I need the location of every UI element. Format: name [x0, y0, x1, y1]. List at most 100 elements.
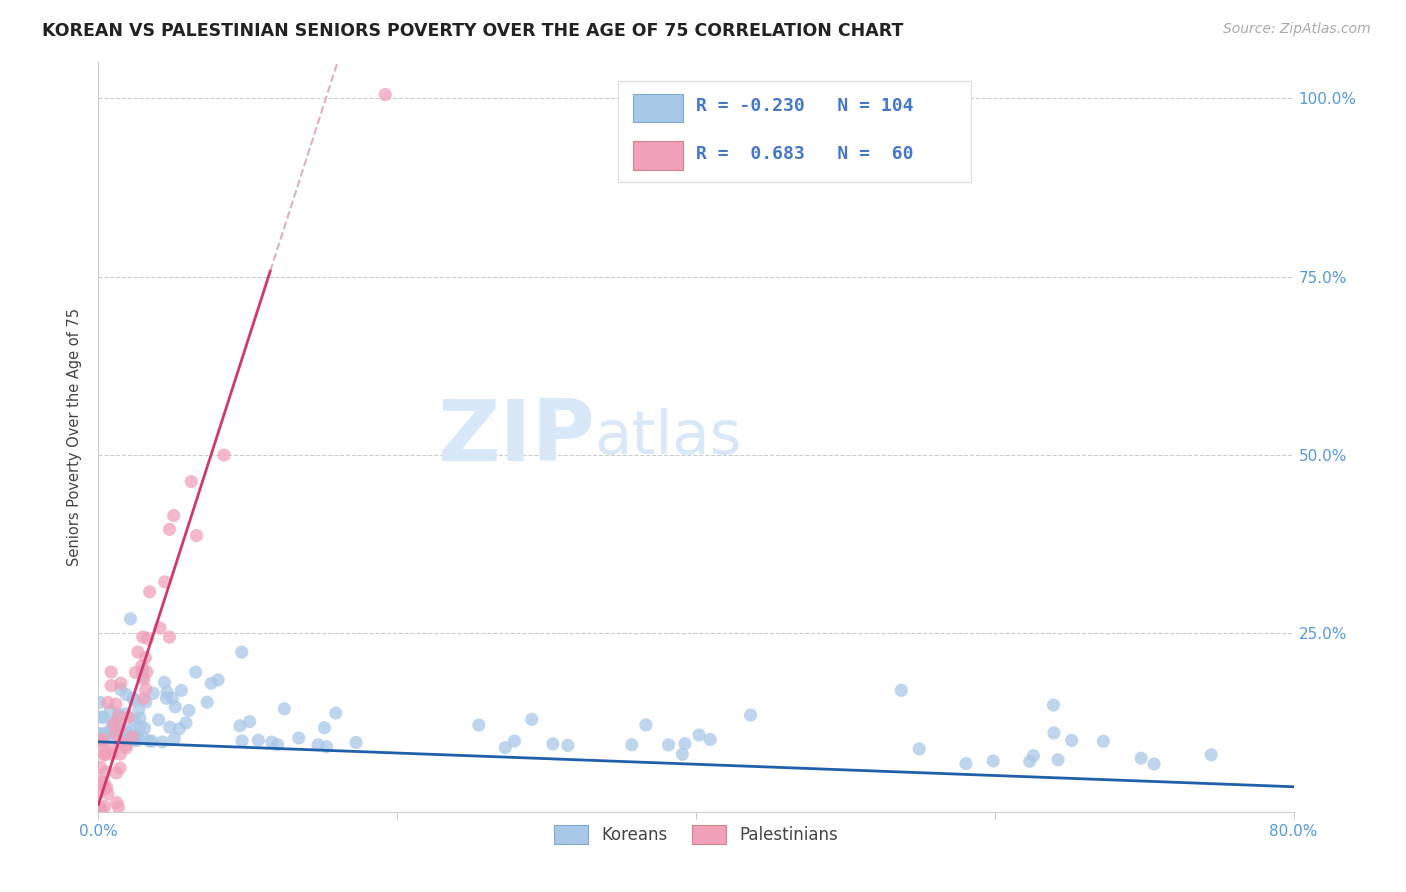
Point — [142, 686, 165, 700]
Point — [125, 729, 148, 743]
Point — [673, 737, 696, 751]
Point — [688, 728, 710, 742]
Point — [97, 787, 120, 801]
Point — [138, 734, 160, 748]
Point — [90, 774, 112, 789]
Point — [1143, 757, 1166, 772]
Point — [520, 713, 543, 727]
Point — [239, 714, 262, 729]
Text: ZIP: ZIP — [437, 395, 595, 479]
Point — [132, 691, 155, 706]
Point — [699, 732, 721, 747]
Point — [908, 742, 931, 756]
Point — [90, 760, 112, 774]
Point — [124, 693, 146, 707]
Point — [890, 683, 912, 698]
Point — [91, 711, 114, 725]
Point — [1042, 698, 1064, 712]
Point — [100, 679, 122, 693]
Point — [107, 725, 129, 739]
Point — [98, 704, 121, 718]
Point — [89, 805, 111, 819]
Point — [121, 724, 143, 739]
Point — [131, 664, 153, 678]
Point — [89, 726, 111, 740]
Point — [94, 781, 117, 796]
Point — [101, 727, 124, 741]
Point — [124, 732, 146, 747]
Point — [634, 718, 657, 732]
Point — [101, 719, 124, 733]
Point — [1043, 726, 1066, 740]
Point — [1060, 733, 1083, 747]
Point — [1022, 748, 1045, 763]
Point — [101, 747, 124, 761]
Point — [121, 730, 143, 744]
Point — [167, 722, 190, 736]
Point — [103, 714, 125, 729]
Point — [120, 731, 142, 745]
Point — [105, 765, 128, 780]
Point — [128, 711, 150, 725]
Point — [120, 733, 142, 747]
Point — [135, 665, 157, 679]
Point — [134, 650, 156, 665]
Point — [128, 703, 150, 717]
Point — [287, 731, 309, 745]
Text: R =  0.683   N =  60: R = 0.683 N = 60 — [696, 145, 914, 163]
Point — [131, 659, 153, 673]
Point — [135, 682, 157, 697]
Point — [981, 754, 1004, 768]
Point — [247, 733, 270, 747]
Point — [104, 697, 127, 711]
Point — [200, 676, 222, 690]
Point — [103, 717, 125, 731]
Text: atlas: atlas — [595, 408, 742, 467]
Point — [131, 730, 153, 744]
Point — [163, 731, 186, 746]
Point — [124, 713, 146, 727]
Point — [117, 710, 139, 724]
Point — [657, 738, 679, 752]
Point — [115, 731, 138, 745]
Point — [136, 632, 159, 646]
Point — [374, 87, 396, 102]
Point — [90, 801, 112, 815]
Point — [740, 708, 762, 723]
Point — [91, 727, 114, 741]
Point — [152, 735, 174, 749]
Point — [108, 761, 131, 775]
Point — [127, 645, 149, 659]
Point — [120, 612, 142, 626]
Point — [90, 710, 112, 724]
Point — [141, 734, 163, 748]
Point — [127, 730, 149, 744]
Point — [107, 707, 129, 722]
Point — [180, 475, 202, 489]
Point — [132, 672, 155, 686]
Point — [132, 669, 155, 683]
Point — [195, 695, 218, 709]
Point — [266, 738, 288, 752]
Y-axis label: Seniors Poverty Over the Age of 75: Seniors Poverty Over the Age of 75 — [67, 308, 83, 566]
Point — [115, 738, 138, 752]
Text: KOREAN VS PALESTINIAN SENIORS POVERTY OVER THE AGE OF 75 CORRELATION CHART: KOREAN VS PALESTINIAN SENIORS POVERTY OV… — [42, 22, 904, 40]
Point — [134, 721, 156, 735]
Point — [110, 676, 132, 690]
Point — [89, 695, 111, 709]
Point — [184, 665, 207, 679]
Point — [105, 714, 128, 729]
Point — [110, 682, 132, 697]
Point — [124, 665, 146, 680]
Point — [494, 740, 516, 755]
Point — [325, 706, 347, 720]
Point — [229, 719, 252, 733]
Point — [125, 733, 148, 747]
Bar — [633, 141, 683, 169]
Point — [162, 691, 184, 706]
Point — [207, 673, 229, 687]
FancyBboxPatch shape — [619, 81, 972, 182]
Point — [177, 703, 200, 717]
Point — [89, 784, 111, 798]
Point — [93, 733, 115, 747]
